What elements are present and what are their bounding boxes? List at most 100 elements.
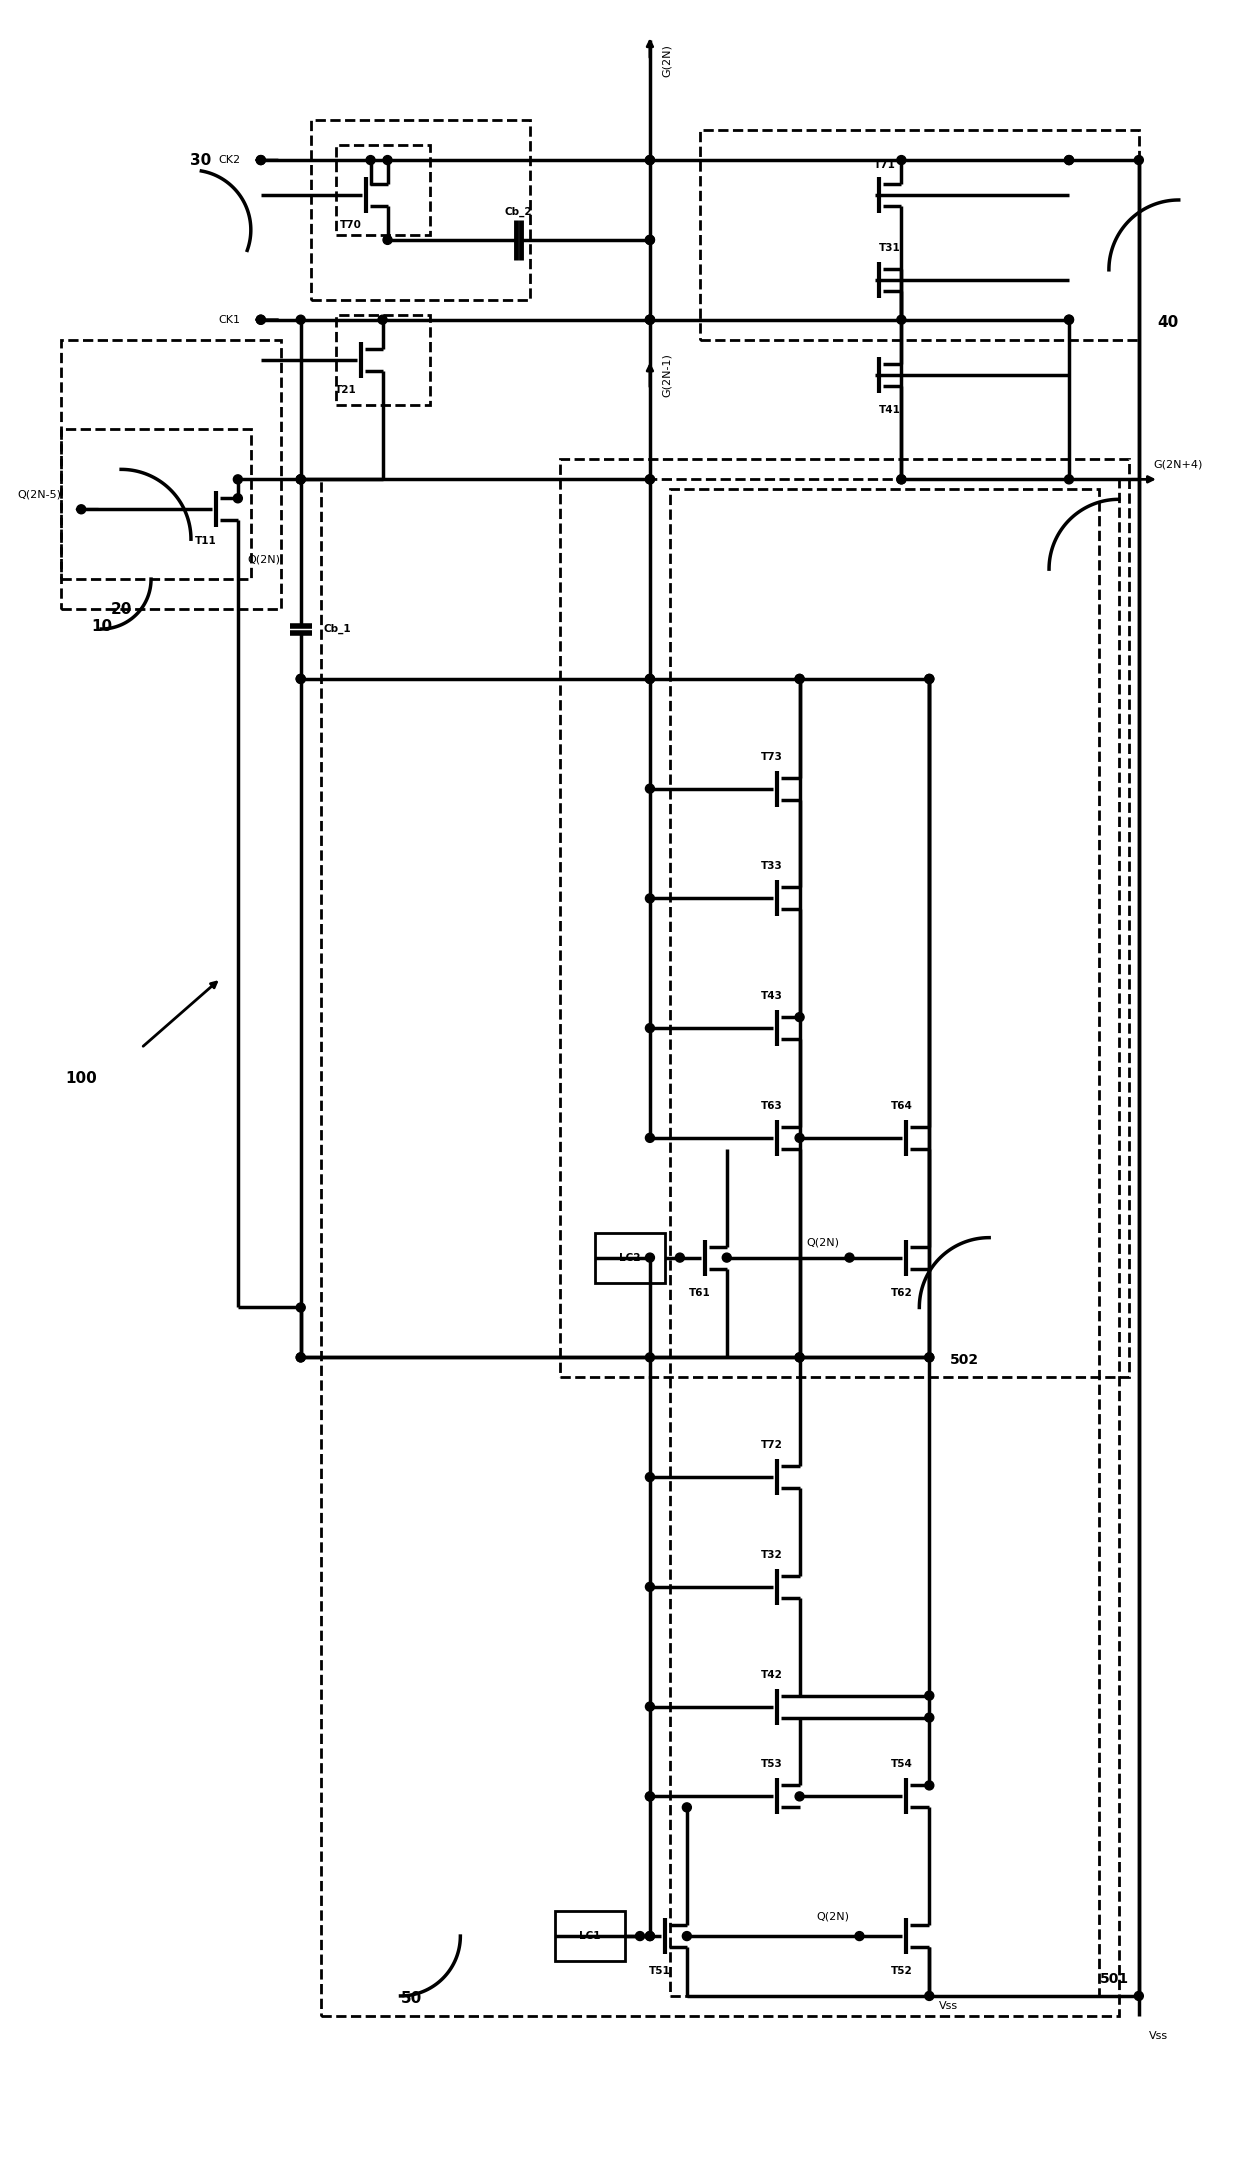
Bar	[336, 145, 430, 235]
Text: Q(2N): Q(2N)	[806, 1239, 839, 1247]
Circle shape	[257, 315, 265, 324]
Circle shape	[635, 1931, 645, 1940]
Circle shape	[646, 235, 655, 244]
Text: T72: T72	[760, 1439, 782, 1450]
Text: T70: T70	[340, 220, 362, 231]
Circle shape	[646, 1931, 655, 1940]
Text: Q(2N): Q(2N)	[248, 555, 280, 563]
Text: T54: T54	[890, 1759, 913, 1770]
Text: T61: T61	[689, 1288, 711, 1297]
Circle shape	[795, 1791, 804, 1802]
Circle shape	[854, 1931, 864, 1940]
Circle shape	[682, 1931, 692, 1940]
Text: LC2: LC2	[619, 1252, 641, 1262]
Circle shape	[378, 315, 387, 324]
Text: LC1: LC1	[579, 1931, 601, 1940]
Text: T31: T31	[878, 244, 900, 252]
Circle shape	[646, 1133, 655, 1142]
Circle shape	[646, 235, 655, 244]
Text: T43: T43	[760, 991, 782, 1001]
Circle shape	[646, 315, 655, 324]
Circle shape	[383, 235, 392, 244]
Circle shape	[646, 1472, 655, 1483]
Circle shape	[646, 675, 655, 684]
Text: T11: T11	[195, 535, 217, 546]
Text: G(2N): G(2N)	[662, 43, 672, 78]
Circle shape	[897, 155, 906, 164]
Circle shape	[925, 675, 934, 684]
Bar	[699, 129, 1138, 339]
Circle shape	[925, 1992, 934, 2000]
Text: T33: T33	[761, 861, 782, 872]
Circle shape	[296, 1353, 305, 1362]
Circle shape	[296, 475, 305, 483]
Text: 20: 20	[110, 602, 131, 617]
Circle shape	[676, 1254, 684, 1262]
Text: T52: T52	[890, 1966, 913, 1977]
Circle shape	[844, 1254, 854, 1262]
Circle shape	[296, 675, 305, 684]
Text: T71: T71	[873, 160, 895, 170]
Circle shape	[383, 155, 392, 164]
Bar	[311, 121, 531, 300]
Circle shape	[795, 1133, 804, 1142]
Circle shape	[646, 155, 655, 164]
Circle shape	[233, 475, 242, 483]
Circle shape	[296, 315, 305, 324]
Circle shape	[366, 155, 374, 164]
Circle shape	[646, 1791, 655, 1802]
Circle shape	[296, 475, 305, 483]
Bar	[61, 429, 250, 578]
Circle shape	[646, 475, 655, 483]
Circle shape	[925, 1353, 934, 1362]
Text: 50: 50	[401, 1992, 422, 2007]
Bar	[61, 339, 280, 609]
Circle shape	[795, 1353, 804, 1362]
Circle shape	[1064, 475, 1074, 483]
Circle shape	[1135, 155, 1143, 164]
Bar	[556, 1912, 625, 1962]
Text: T51: T51	[649, 1966, 671, 1977]
Circle shape	[1135, 1992, 1143, 2000]
Circle shape	[257, 155, 265, 164]
Circle shape	[646, 1703, 655, 1711]
Text: T62: T62	[890, 1288, 913, 1297]
Circle shape	[1064, 315, 1074, 324]
Circle shape	[646, 783, 655, 794]
Circle shape	[646, 893, 655, 902]
Circle shape	[257, 155, 265, 164]
Text: Cb_1: Cb_1	[324, 624, 351, 634]
Text: 502: 502	[950, 1353, 980, 1368]
Circle shape	[722, 1254, 732, 1262]
Text: G(2N+4): G(2N+4)	[1153, 460, 1203, 470]
Bar	[595, 1232, 665, 1282]
Circle shape	[257, 315, 265, 324]
Circle shape	[897, 475, 906, 483]
Text: 100: 100	[66, 1070, 97, 1085]
Circle shape	[925, 1713, 934, 1722]
Text: Vss: Vss	[939, 2000, 959, 2011]
Text: T42: T42	[760, 1670, 782, 1679]
Bar	[560, 460, 1128, 1377]
Text: Q(2N): Q(2N)	[816, 1912, 849, 1921]
Bar	[336, 315, 430, 404]
Text: Vss: Vss	[1148, 2031, 1168, 2041]
Text: T41: T41	[878, 404, 900, 414]
Circle shape	[1064, 315, 1074, 324]
Circle shape	[646, 1791, 655, 1802]
Text: 30: 30	[190, 153, 212, 168]
Text: T64: T64	[890, 1101, 913, 1111]
Circle shape	[795, 1353, 804, 1362]
Circle shape	[925, 1692, 934, 1701]
Text: Q(2N-5): Q(2N-5)	[17, 490, 61, 498]
Text: T32: T32	[761, 1549, 782, 1560]
Circle shape	[233, 494, 242, 503]
Circle shape	[646, 675, 655, 684]
Text: 10: 10	[92, 619, 113, 634]
Circle shape	[646, 315, 655, 324]
Circle shape	[795, 1012, 804, 1021]
Text: G(2N-1): G(2N-1)	[662, 352, 672, 397]
Text: 40: 40	[1157, 315, 1179, 330]
Circle shape	[925, 1353, 934, 1362]
Circle shape	[646, 315, 655, 324]
